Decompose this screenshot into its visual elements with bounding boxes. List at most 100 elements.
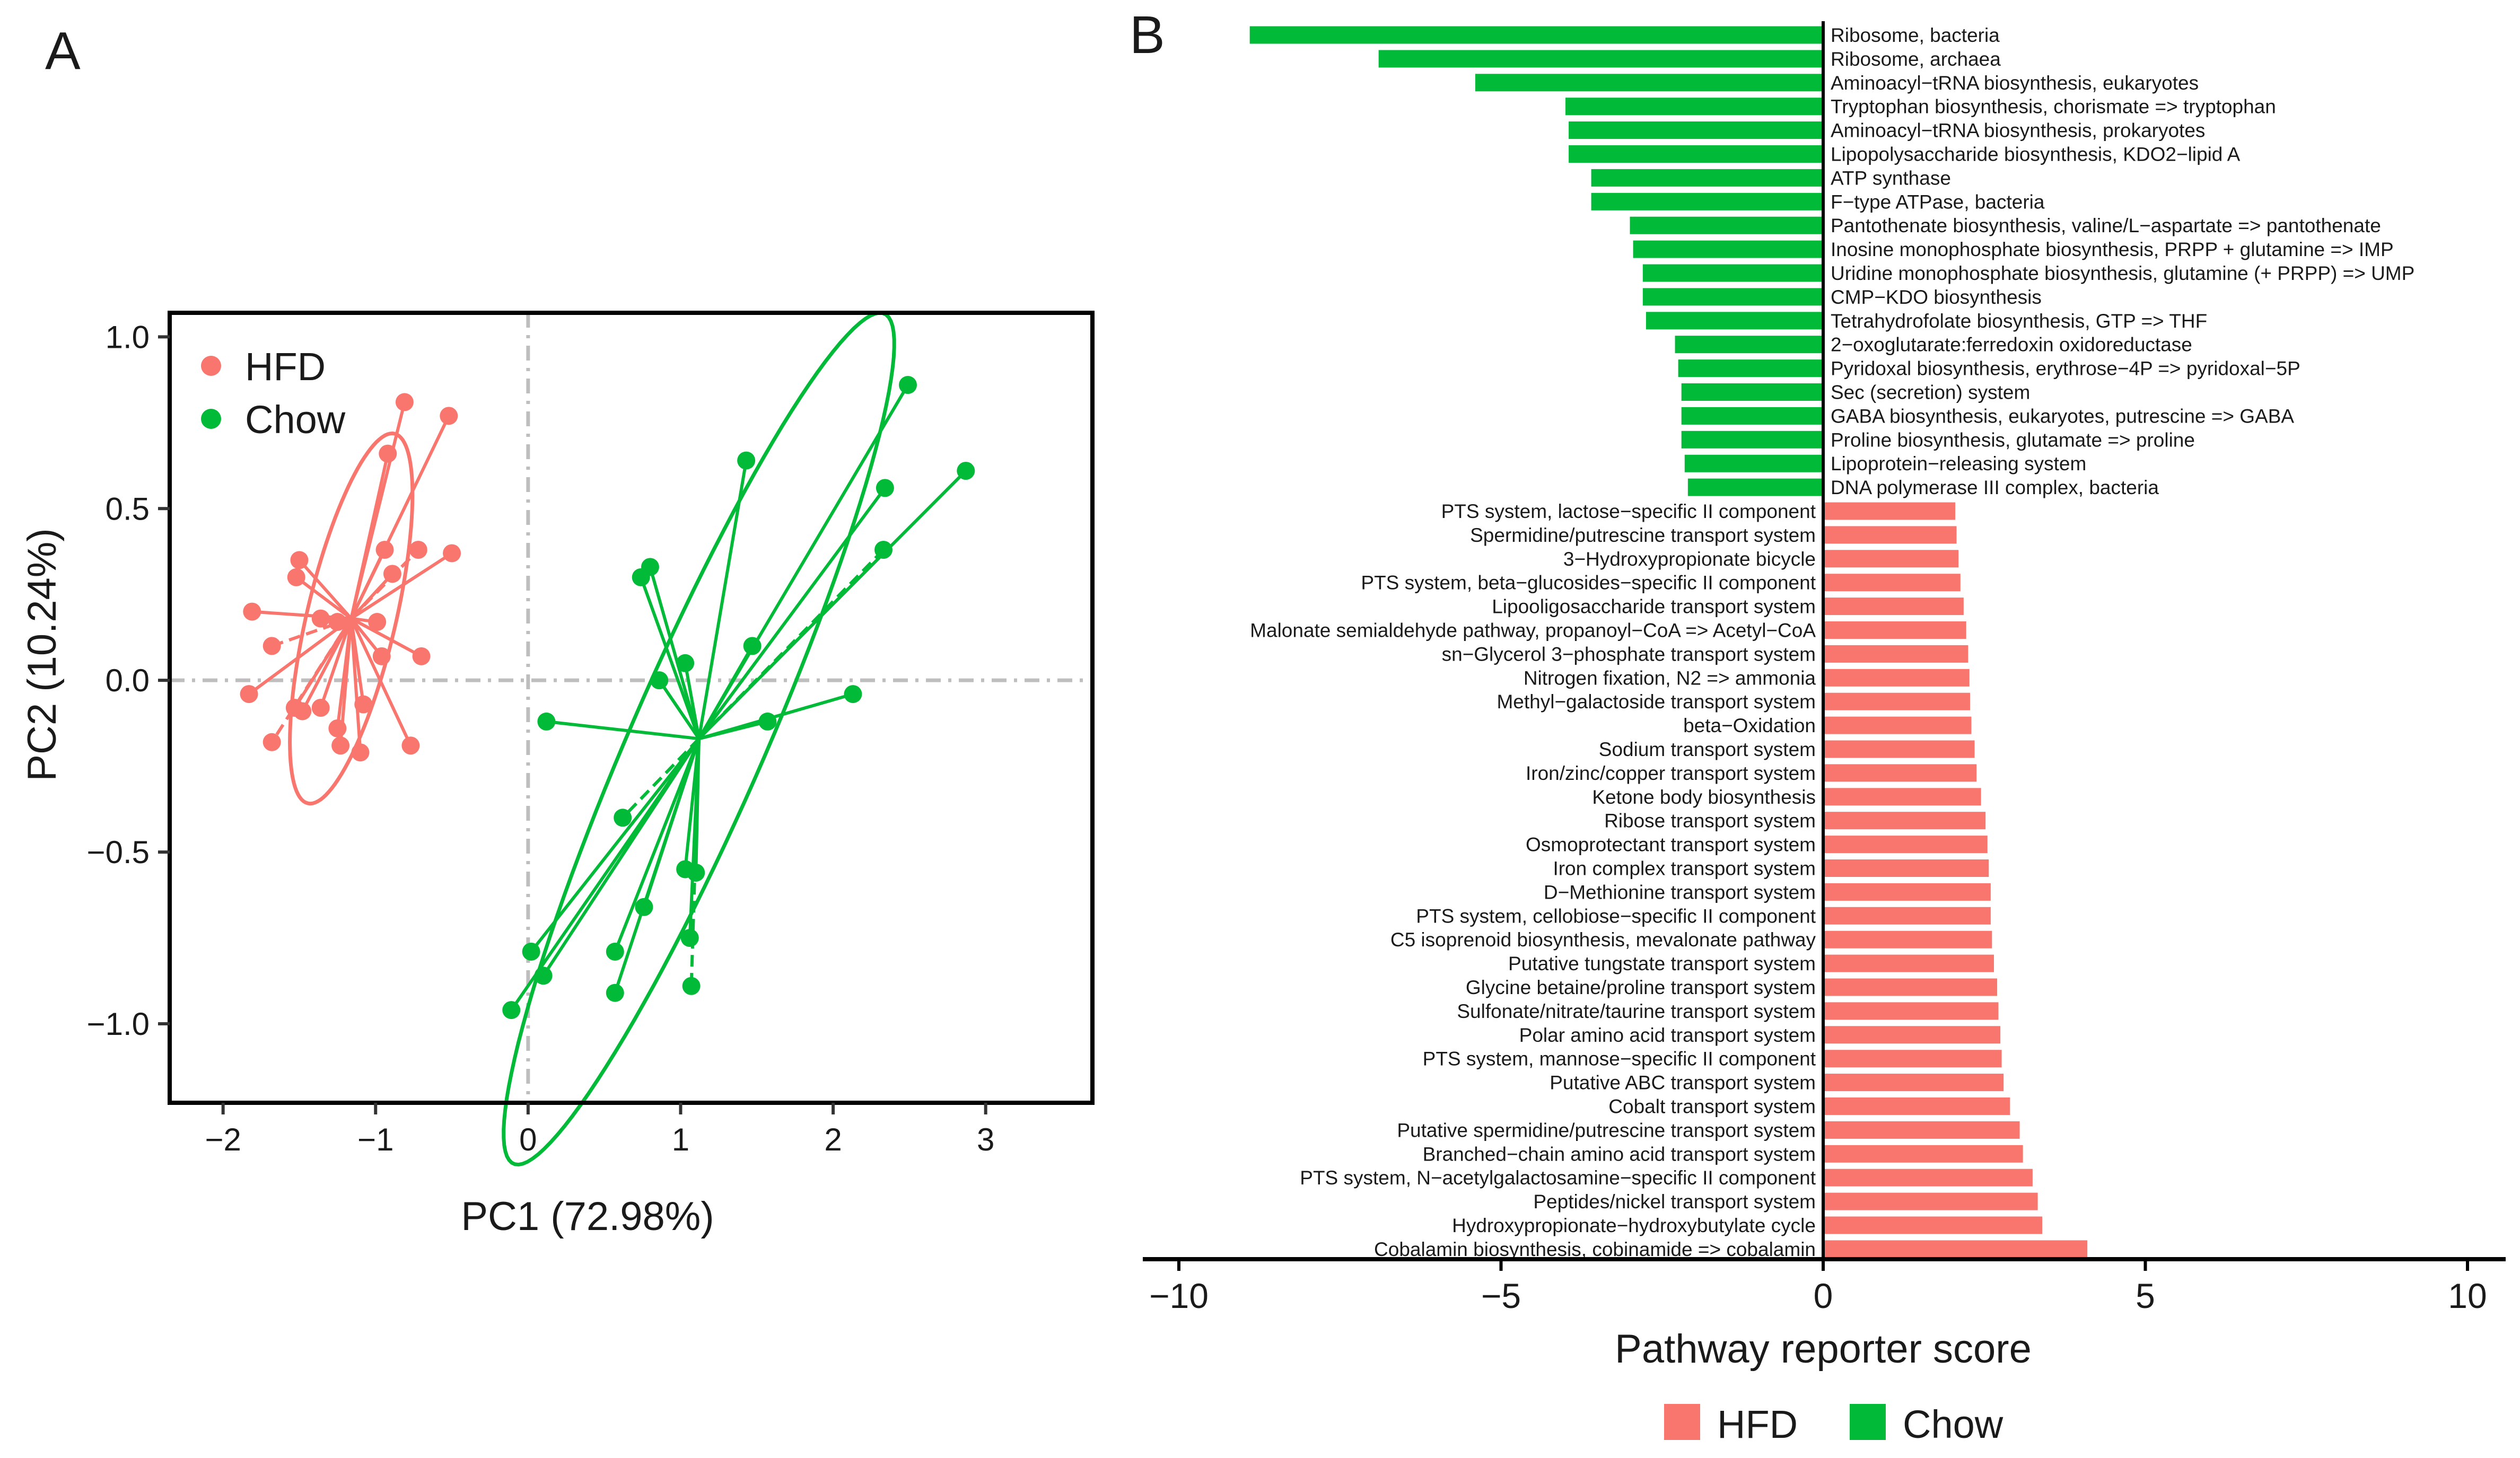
bar-category-label: Iron/zinc/copper transport system [1526,762,1816,784]
bar-hfd [1823,1026,2001,1044]
hfd-point [379,444,397,463]
bar-chow [1642,288,1823,306]
hfd-point [440,407,458,425]
bar-hfd [1823,1192,2038,1210]
bar-legend: HFD Chow [1664,1402,2003,1446]
bar-chow [1678,359,1823,377]
chow-point [874,541,892,559]
bar-category-label: Hydroxypropionate−hydroxybutylate cycle [1452,1215,1816,1236]
bar-category-label: Sodium transport system [1599,739,1816,760]
bar-category-label: Tetrahydrofolate biosynthesis, GTP => TH… [1831,310,2207,332]
bar-hfd [1823,1216,2043,1234]
bar-hfd [1823,930,1992,948]
pca-x-tick-label: −1 [357,1122,393,1157]
bar-hfd [1823,740,1975,758]
bar-x-tick-label: −5 [1481,1276,1521,1315]
hfd-point [287,568,305,586]
bar-category-label: sn−Glycerol 3−phosphate transport system [1442,643,1816,665]
bar-chow [1646,312,1823,330]
bar-category-label: Ribosome, bacteria [1831,24,2000,46]
bar-chow [1684,454,1823,472]
pca-y-tick-label: −1.0 [87,1006,150,1042]
bar-hfd [1823,574,1961,592]
chow-point [534,967,553,985]
bar-chow [1591,192,1823,210]
bar-category-label: Spermidine/putrescine transport system [1470,524,1816,546]
bar-hfd [1823,621,1966,639]
bar-chow [1378,50,1823,68]
bar-chow [1569,121,1823,139]
hfd-spoke [248,617,353,696]
bar-chow [1681,431,1823,449]
bar-chow [1681,407,1823,425]
bar-category-label: Glycine betaine/proline transport system [1466,977,1816,998]
bar-hfd [1823,1145,2023,1163]
bar-category-label: C5 isoprenoid biosynthesis, mevalonate p… [1390,929,1816,951]
bar-category-label: Cobalamin biosynthesis, cobinamide => co… [1374,1239,1816,1260]
chow-spoke [613,738,701,994]
hfd-spoke [350,573,394,620]
chow-point [676,654,695,672]
bar-hfd [1823,1074,2004,1092]
chow-spoke [658,679,701,740]
hfd-spoke [350,617,422,658]
chow-point [502,1001,521,1020]
bar-chow [1569,145,1823,163]
bar-chow [1630,216,1823,234]
chow-spoke [684,663,701,739]
pca-x-tick-label: 3 [977,1122,994,1157]
chow-point [650,671,669,690]
hfd-spoke [349,453,390,619]
hfd-point [354,695,373,714]
bar-chow [1642,264,1823,282]
bar-category-label: Pyridoxal biosynthesis, erythrose−4P => … [1831,358,2300,380]
bar-hfd [1823,598,1964,616]
bar-category-label: PTS system, N−acetylgalactosamine−specif… [1300,1167,1816,1189]
chow-spoke [697,460,748,739]
pca-y-tick-label: 0.5 [106,491,150,526]
bar-category-label: F−type ATPase, bacteria [1831,191,2045,213]
chow-confidence-ellipse [502,311,896,1167]
hfd-point [311,699,330,717]
bar-hfd [1823,859,1989,877]
hfd-point [240,685,258,704]
chow-spoke [697,487,887,740]
hfd-point [401,736,420,755]
chow-spoke [614,738,701,953]
bar-category-label: Lipopolysaccharide biosynthesis, KDO2−li… [1831,144,2241,165]
pca-legend-chow-label: Chow [245,398,346,442]
bar-hfd [1823,692,1971,710]
pca-scatter-plot: −2 −1 0 1 2 3 −1.0 −0.5 0.0 0.5 1.0 HFD Chow [87,311,1095,1167]
hfd-spoke [270,617,353,743]
bar-category-label: CMP−KDO biosynthesis [1831,286,2042,308]
bar-legend-hfd-key [1664,1404,1700,1440]
pca-x-tick-label: 0 [519,1122,537,1157]
bar-hfd [1823,716,1972,734]
hfd-spoke [295,576,353,620]
bar-category-label: Tryptophan biosynthesis, chorismate => t… [1831,96,2276,118]
bar-category-label: Peptides/nickel transport system [1533,1191,1816,1213]
bar-hfd [1823,1169,2033,1187]
bar-category-label: Methyl−galactoside transport system [1497,691,1816,713]
hfd-point [443,544,461,563]
bar-hfd [1823,812,1986,830]
bar-chow [1633,240,1823,258]
pca-ylabel: PC2 (10.24%) [20,528,65,781]
bar-x-tick-label: 5 [2136,1276,2155,1315]
hfd-point [331,736,350,755]
bar-category-label: Cobalt transport system [1608,1096,1816,1118]
bar-category-label: Nitrogen fixation, N2 => ammonia [1524,667,1816,689]
hfd-point [395,393,414,411]
bar-hfd [1823,526,1957,544]
bar-category-label: Uridine monophosphate biosynthesis, glut… [1831,262,2414,284]
bar-hfd [1823,1240,2088,1258]
bar-chow [1475,74,1823,92]
hfd-point [412,647,431,665]
pca-y-tick-label: −0.5 [87,835,150,870]
bar-category-label: Lipooligosaccharide transport system [1492,596,1816,618]
bar-category-label: DNA polymerase III complex, bacteria [1831,477,2159,498]
hfd-point [262,733,281,751]
bar-category-label: PTS system, cellobiose−specific II compo… [1416,905,1816,927]
